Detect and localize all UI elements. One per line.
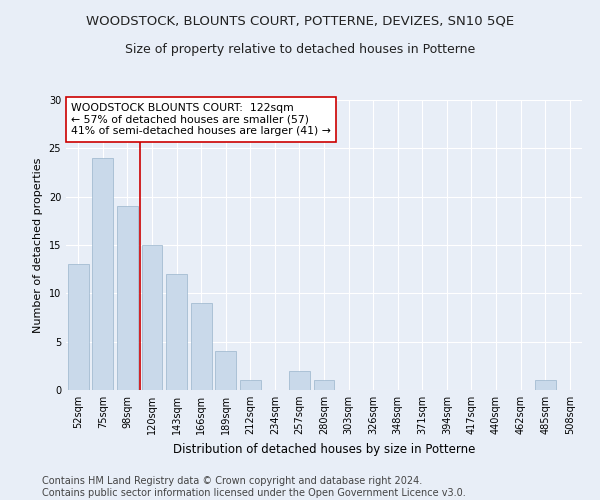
Bar [191, 303, 212, 390]
Text: Contains HM Land Registry data © Crown copyright and database right 2024.
Contai: Contains HM Land Registry data © Crown c… [42, 476, 466, 498]
Bar [289, 370, 310, 390]
Bar [215, 352, 236, 390]
Bar [117, 206, 138, 390]
Y-axis label: Number of detached properties: Number of detached properties [33, 158, 43, 332]
Text: WOODSTOCK, BLOUNTS COURT, POTTERNE, DEVIZES, SN10 5QE: WOODSTOCK, BLOUNTS COURT, POTTERNE, DEVI… [86, 15, 514, 28]
Bar [142, 245, 163, 390]
Bar [314, 380, 334, 390]
Bar [68, 264, 89, 390]
Text: WOODSTOCK BLOUNTS COURT:  122sqm
← 57% of detached houses are smaller (57)
41% o: WOODSTOCK BLOUNTS COURT: 122sqm ← 57% of… [71, 103, 331, 136]
X-axis label: Distribution of detached houses by size in Potterne: Distribution of detached houses by size … [173, 442, 475, 456]
Text: Size of property relative to detached houses in Potterne: Size of property relative to detached ho… [125, 42, 475, 56]
Bar [240, 380, 261, 390]
Bar [166, 274, 187, 390]
Bar [535, 380, 556, 390]
Bar [92, 158, 113, 390]
